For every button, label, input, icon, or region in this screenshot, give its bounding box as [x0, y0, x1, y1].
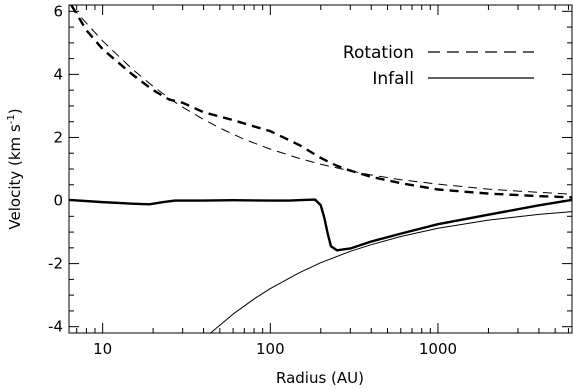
x-tick-label: 100	[256, 340, 285, 358]
x-axis-label: Radius (AU)	[276, 369, 364, 387]
y-tick-label: 4	[53, 65, 63, 83]
legend-label-infall: Infall	[372, 69, 414, 89]
y-axis-label: Velocity (km s-1)	[6, 108, 24, 229]
legend-label-rotation: Rotation	[343, 43, 414, 63]
y-axis-label-main: Velocity (km s	[6, 124, 24, 230]
y-tick-label: -4	[48, 318, 63, 336]
tick-labels: 10 100 1000 -4 -2 0 2 4 6	[48, 2, 457, 358]
legend: Rotation Infall	[343, 43, 534, 89]
series-line-rotation-thick	[70, 5, 572, 199]
series-line-infall-thin	[210, 211, 572, 333]
series-line-rotation-thin	[70, 6, 572, 195]
plot-frame	[68, 4, 573, 334]
y-tick-label: 2	[53, 128, 63, 146]
tick-marks	[69, 5, 572, 333]
y-tick-label: 0	[53, 192, 63, 210]
y-axis-label-tail: )	[6, 108, 24, 114]
y-tick-label: -2	[48, 255, 63, 273]
x-tick-label: 10	[93, 340, 112, 358]
series-group	[69, 5, 572, 333]
x-tick-label: 1000	[419, 340, 457, 358]
y-tick-label: 6	[53, 2, 63, 20]
y-axis-label-superscript: -1	[6, 114, 17, 124]
series-line-infall-thick	[69, 198, 572, 252]
